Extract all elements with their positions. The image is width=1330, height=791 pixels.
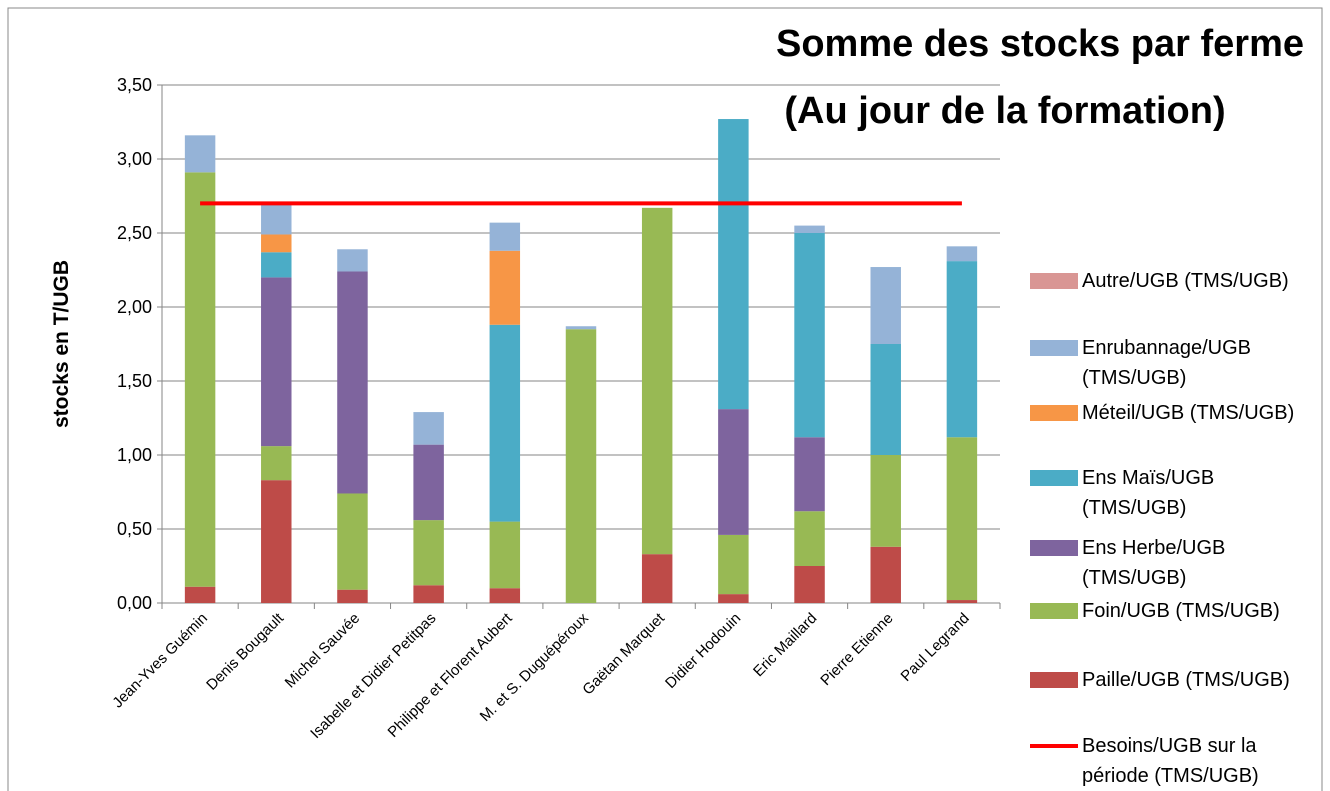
legend-label: Besoins/UGB sur la période (TMS/UGB)	[1082, 735, 1259, 787]
bar-segment	[870, 344, 901, 455]
bar-segment	[261, 446, 292, 481]
bar-segment	[413, 520, 444, 586]
bar-segment	[641, 207, 673, 555]
bar-segment	[718, 119, 749, 410]
bar-segment	[489, 521, 521, 589]
legend-label: Ens Maïs/UGB (TMS/UGB)	[1082, 467, 1215, 519]
bar-segment	[794, 511, 825, 566]
y-tick-label: 1,50	[117, 371, 152, 391]
bar-segment	[870, 267, 901, 344]
bar-segment	[261, 480, 292, 603]
bar-segment	[565, 326, 597, 330]
y-tick-label: 3,50	[117, 75, 152, 95]
legend-label: Enrubannage/UGB (TMS/UGB)	[1082, 337, 1252, 389]
legend-item: Paille/UGB (TMS/UGB)	[1030, 665, 1325, 695]
bar-segment	[337, 249, 368, 272]
bar-segment	[413, 585, 444, 603]
bar-segment	[565, 329, 597, 603]
legend-label: Paille/UGB (TMS/UGB)	[1082, 669, 1290, 691]
bar-segment	[337, 271, 368, 494]
bar-segment	[870, 455, 901, 547]
legend-label: Ens Herbe/UGB (TMS/UGB)	[1082, 537, 1226, 589]
bar-segment	[413, 444, 444, 521]
chart-title: Somme des stocks par ferme	[776, 23, 1304, 65]
y-tick-label: 0,00	[117, 593, 152, 613]
bar-segment	[489, 250, 521, 325]
bar-segment	[794, 566, 825, 603]
legend-swatch	[1030, 603, 1078, 619]
legend-label: Autre/UGB (TMS/UGB)	[1082, 270, 1289, 292]
bar-segment	[718, 594, 749, 603]
bar-segment	[184, 135, 216, 173]
bar-segment	[337, 589, 368, 603]
y-tick-label: 0,50	[117, 519, 152, 539]
legend-item: Ens Herbe/UGB (TMS/UGB)	[1030, 533, 1325, 593]
bar-segment	[489, 588, 521, 603]
bar-segment	[261, 252, 292, 278]
legend-item: Enrubannage/UGB (TMS/UGB)	[1030, 333, 1325, 393]
y-tick-label: 1,00	[117, 445, 152, 465]
bar-segment	[794, 225, 825, 233]
legend-swatch	[1030, 405, 1078, 421]
bar-segment	[413, 412, 444, 445]
legend-swatch	[1030, 340, 1078, 356]
bar-segment	[337, 493, 368, 590]
bar-segment	[946, 600, 978, 603]
bar-segment	[489, 222, 521, 251]
bar-segment	[794, 233, 825, 438]
bar-segment	[261, 204, 292, 235]
legend-item: Autre/UGB (TMS/UGB)	[1030, 266, 1325, 296]
bar-segment	[184, 172, 216, 587]
bar-segment	[641, 554, 673, 603]
legend-item: Méteil/UGB (TMS/UGB)	[1030, 398, 1325, 428]
y-tick-label: 3,00	[117, 149, 152, 169]
legend-item: Besoins/UGB sur la période (TMS/UGB)	[1030, 731, 1325, 791]
legend-swatch	[1030, 273, 1078, 289]
legend-swatch	[1030, 540, 1078, 556]
legend-label: Méteil/UGB (TMS/UGB)	[1082, 402, 1295, 424]
bar-segment	[261, 277, 292, 447]
y-tick-label: 2,00	[117, 297, 152, 317]
legend-label: Foin/UGB (TMS/UGB)	[1082, 600, 1280, 622]
y-axis-label: stocks en T/UGB	[50, 260, 73, 428]
chart-subtitle: (Au jour de la formation)	[784, 90, 1225, 132]
legend-swatch	[1030, 672, 1078, 688]
bar-segment	[718, 409, 749, 535]
bar-segment	[946, 437, 978, 601]
bar-segment	[718, 534, 749, 595]
bar-segment	[261, 234, 292, 253]
legend-swatch	[1030, 470, 1078, 486]
legend-item: Ens Maïs/UGB (TMS/UGB)	[1030, 463, 1325, 523]
bar-segment	[489, 324, 521, 522]
bar-segment	[184, 586, 216, 603]
bar-segment	[946, 246, 978, 262]
bar-segment	[870, 546, 901, 603]
bar-segment	[946, 261, 978, 438]
y-tick-label: 2,50	[117, 223, 152, 243]
legend-item: Foin/UGB (TMS/UGB)	[1030, 596, 1325, 626]
bar-segment	[794, 437, 825, 512]
legend-swatch	[1030, 744, 1078, 748]
